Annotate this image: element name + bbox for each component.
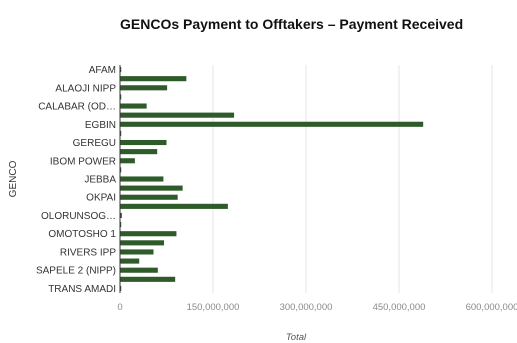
bar [120, 203, 228, 209]
bar [120, 121, 424, 127]
category-label: SAPELE 2 (NIPP) [36, 266, 116, 277]
bar [120, 139, 167, 146]
bar [120, 103, 147, 109]
bar [120, 158, 135, 164]
y-axis-title: GENCO [8, 160, 19, 197]
bar [120, 185, 183, 191]
bar [120, 67, 122, 73]
bar [120, 94, 122, 100]
chart-title: GENCOs Payment to Offtakers – Payment Re… [120, 16, 464, 32]
bar [120, 285, 122, 291]
category-label: OLORUNSOG… [41, 211, 116, 222]
bar [120, 258, 140, 264]
category-label: RIVERS IPP [60, 247, 116, 258]
bar [120, 222, 122, 228]
bar [120, 276, 176, 282]
bar [120, 76, 187, 82]
category-label: OMOTOSHO 1 [48, 229, 116, 240]
bar [120, 112, 235, 118]
x-tick-label: 300,000,000 [280, 302, 333, 313]
bar [120, 240, 165, 246]
x-axis-title: Total [286, 332, 307, 343]
bar [120, 231, 177, 237]
category-label: JEBBA [84, 175, 116, 186]
category-label: AFAM [89, 65, 116, 76]
category-label: OKPAI [86, 193, 116, 204]
category-label: EGBIN [85, 120, 116, 131]
bar [120, 130, 122, 136]
category-label: ALAOJI NIPP [55, 83, 116, 94]
bar [120, 176, 164, 182]
bar [120, 167, 122, 173]
bar [120, 149, 158, 155]
x-tick-label: 450,000,000 [373, 302, 426, 313]
bar [120, 249, 154, 255]
x-tick-label: 0 [117, 302, 122, 313]
bar [120, 267, 158, 273]
bar [120, 194, 178, 200]
bar [120, 85, 168, 91]
x-tick-label: 150,000,000 [187, 302, 240, 313]
category-label: IBOM POWER [50, 156, 116, 167]
category-label: GEREGU [73, 138, 116, 149]
x-tick-label: 600,000,000 [466, 302, 517, 313]
bar [120, 212, 122, 219]
category-label: CALABAR (OD… [38, 102, 116, 113]
category-label: TRANS AMADI [48, 284, 116, 295]
